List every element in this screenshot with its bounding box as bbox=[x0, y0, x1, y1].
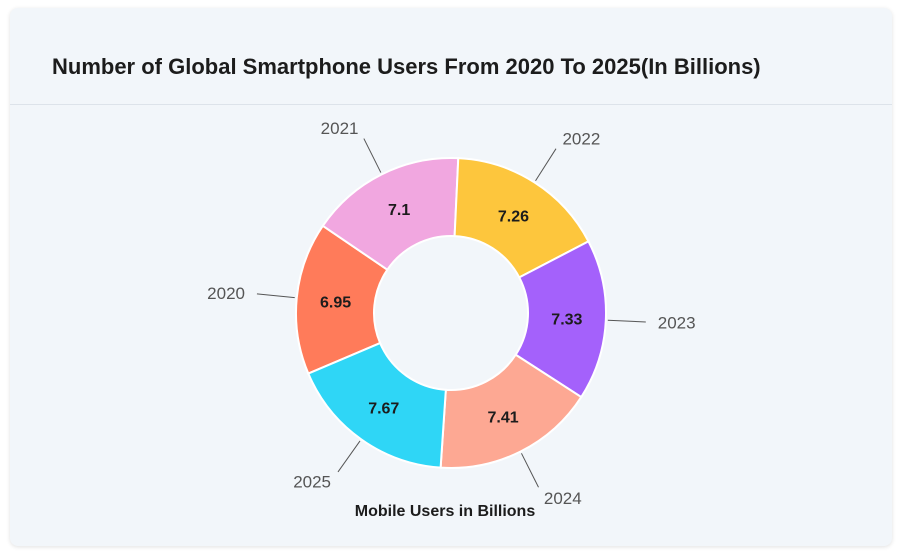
slice-2022[interactable] bbox=[453, 157, 590, 279]
value-label-2023: 7.33 bbox=[551, 311, 582, 328]
category-label-2025: 2025 bbox=[293, 473, 331, 492]
category-label-2024: 2024 bbox=[544, 489, 582, 508]
value-label-2020: 6.95 bbox=[320, 295, 351, 312]
category-label-2023: 2023 bbox=[658, 314, 696, 333]
slice-2025[interactable] bbox=[307, 341, 447, 469]
value-label-2025: 7.67 bbox=[368, 401, 399, 418]
category-label-2020: 2020 bbox=[207, 284, 245, 303]
slice-2021[interactable] bbox=[321, 157, 460, 272]
chart-title: Number of Global Smartphone Users From 2… bbox=[52, 54, 761, 79]
value-label-2024: 7.41 bbox=[487, 410, 518, 427]
leader-line-2020 bbox=[256, 293, 295, 299]
leader-line-2024 bbox=[521, 453, 539, 488]
card-header: Number of Global Smartphone Users From 2… bbox=[10, 8, 892, 105]
value-label-2022: 7.26 bbox=[498, 208, 529, 225]
leader-line-2021 bbox=[363, 138, 382, 173]
category-label-2021: 2021 bbox=[321, 119, 359, 138]
leader-line-2025 bbox=[337, 440, 361, 473]
leader-line-2022 bbox=[535, 148, 557, 181]
category-label-2022: 2022 bbox=[562, 130, 600, 149]
chart-xlabel: Mobile Users in Billions bbox=[355, 503, 536, 520]
leader-line-2023 bbox=[607, 319, 646, 323]
value-label-2021: 7.1 bbox=[388, 202, 410, 219]
